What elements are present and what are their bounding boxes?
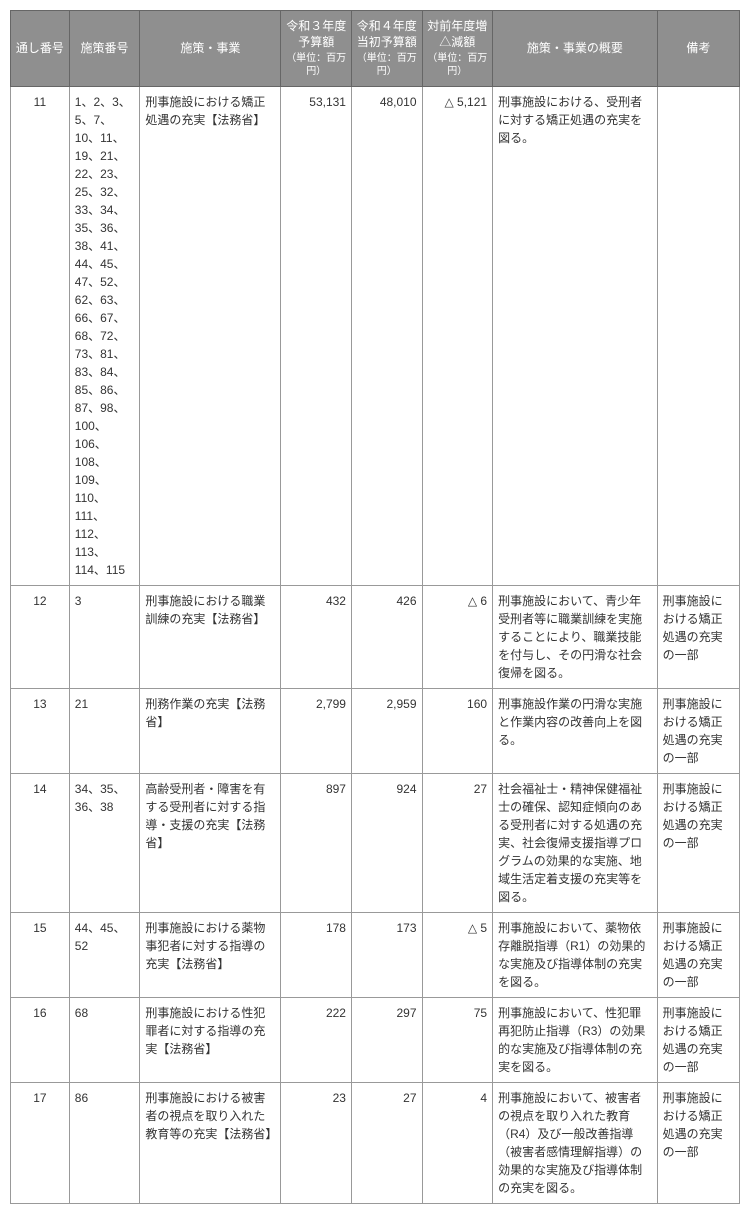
- cell-r4: 173: [351, 913, 422, 998]
- cell-diff: 75: [422, 998, 493, 1083]
- cell-policy: 34、35、36、38: [69, 774, 140, 913]
- table-row: 123刑事施設における職業訓練の充実【法務省】432426△ 6刑事施設において…: [11, 586, 740, 689]
- header-name: 施策・事業: [140, 11, 281, 87]
- cell-diff: 160: [422, 689, 493, 774]
- cell-note: 刑事施設における矯正処遇の充実の一部: [657, 1083, 739, 1204]
- cell-note: 刑事施設における矯正処遇の充実の一部: [657, 998, 739, 1083]
- cell-r3: 897: [281, 774, 352, 913]
- cell-name: 刑事施設における薬物事犯者に対する指導の充実【法務省】: [140, 913, 281, 998]
- table-row: 111、2、3、5、7、10、11、19、21、22、23、25、32、33、3…: [11, 87, 740, 586]
- cell-name: 刑事施設における被害者の視点を取り入れた教育等の充実【法務省】: [140, 1083, 281, 1204]
- header-diff: 対前年度増△減額 （単位：百万円）: [422, 11, 493, 87]
- cell-r3: 222: [281, 998, 352, 1083]
- cell-serial: 12: [11, 586, 70, 689]
- table-header: 通し番号 施策番号 施策・事業 令和３年度予算額 （単位：百万円） 令和４年度当…: [11, 11, 740, 87]
- table-row: 1668刑事施設における性犯罪者に対する指導の充実【法務省】22229775刑事…: [11, 998, 740, 1083]
- cell-policy: 1、2、3、5、7、10、11、19、21、22、23、25、32、33、34、…: [69, 87, 140, 586]
- cell-summary: 刑事施設において、被害者の視点を取り入れた教育（R4）及び一般改善指導（被害者感…: [493, 1083, 658, 1204]
- cell-policy: 3: [69, 586, 140, 689]
- cell-summary: 刑事施設作業の円滑な実施と作業内容の改善向上を図る。: [493, 689, 658, 774]
- cell-diff: △ 5,121: [422, 87, 493, 586]
- table-body: 111、2、3、5、7、10、11、19、21、22、23、25、32、33、3…: [11, 87, 740, 1204]
- table-row: 1434、35、36、38高齢受刑者・障害を有する受刑者に対する指導・支援の充実…: [11, 774, 740, 913]
- cell-serial: 14: [11, 774, 70, 913]
- header-r3-label: 令和３年度予算額: [286, 19, 346, 49]
- cell-summary: 刑事施設において、青少年受刑者等に職業訓練を実施することにより、職業技能を付与し…: [493, 586, 658, 689]
- header-serial: 通し番号: [11, 11, 70, 87]
- header-diff-unit: （単位：百万円）: [427, 52, 489, 78]
- cell-serial: 16: [11, 998, 70, 1083]
- cell-r3: 53,131: [281, 87, 352, 586]
- header-summary: 施策・事業の概要: [493, 11, 658, 87]
- cell-name: 刑事施設における職業訓練の充実【法務省】: [140, 586, 281, 689]
- header-diff-label: 対前年度増△減額: [427, 19, 487, 49]
- cell-summary: 刑事施設において、性犯罪再犯防止指導（R3）の効果的な実施及び指導体制の充実を図…: [493, 998, 658, 1083]
- budget-table: 通し番号 施策番号 施策・事業 令和３年度予算額 （単位：百万円） 令和４年度当…: [10, 10, 740, 1204]
- table-row: 1786刑事施設における被害者の視点を取り入れた教育等の充実【法務省】23274…: [11, 1083, 740, 1204]
- cell-serial: 13: [11, 689, 70, 774]
- cell-name: 刑事施設における性犯罪者に対する指導の充実【法務省】: [140, 998, 281, 1083]
- cell-summary: 社会福祉士・精神保健福祉士の確保、認知症傾向のある受刑者に対する処遇の充実、社会…: [493, 774, 658, 913]
- cell-diff: 27: [422, 774, 493, 913]
- table-row: 1321刑務作業の充実【法務省】2,7992,959160刑事施設作業の円滑な実…: [11, 689, 740, 774]
- cell-policy: 21: [69, 689, 140, 774]
- cell-name: 刑務作業の充実【法務省】: [140, 689, 281, 774]
- cell-summary: 刑事施設における、受刑者に対する矯正処遇の充実を図る。: [493, 87, 658, 586]
- cell-serial: 15: [11, 913, 70, 998]
- cell-note: 刑事施設における矯正処遇の充実の一部: [657, 774, 739, 913]
- cell-summary: 刑事施設において、薬物依存離脱指導（R1）の効果的な実施及び指導体制の充実を図る…: [493, 913, 658, 998]
- header-r3: 令和３年度予算額 （単位：百万円）: [281, 11, 352, 87]
- cell-diff: △ 6: [422, 586, 493, 689]
- cell-r4: 2,959: [351, 689, 422, 774]
- cell-diff: △ 5: [422, 913, 493, 998]
- cell-serial: 11: [11, 87, 70, 586]
- cell-policy: 86: [69, 1083, 140, 1204]
- cell-r4: 426: [351, 586, 422, 689]
- cell-note: 刑事施設における矯正処遇の充実の一部: [657, 689, 739, 774]
- cell-name: 刑事施設における矯正処遇の充実【法務省】: [140, 87, 281, 586]
- cell-policy: 68: [69, 998, 140, 1083]
- cell-note: 刑事施設における矯正処遇の充実の一部: [657, 586, 739, 689]
- header-r4: 令和４年度当初予算額 （単位：百万円）: [351, 11, 422, 87]
- table-row: 1544、45、52刑事施設における薬物事犯者に対する指導の充実【法務省】178…: [11, 913, 740, 998]
- cell-note: [657, 87, 739, 586]
- cell-name: 高齢受刑者・障害を有する受刑者に対する指導・支援の充実【法務省】: [140, 774, 281, 913]
- cell-r3: 2,799: [281, 689, 352, 774]
- header-r3-unit: （単位：百万円）: [285, 52, 347, 78]
- cell-r3: 432: [281, 586, 352, 689]
- cell-r4: 27: [351, 1083, 422, 1204]
- cell-serial: 17: [11, 1083, 70, 1204]
- cell-diff: 4: [422, 1083, 493, 1204]
- cell-policy: 44、45、52: [69, 913, 140, 998]
- cell-note: 刑事施設における矯正処遇の充実の一部: [657, 913, 739, 998]
- header-policy: 施策番号: [69, 11, 140, 87]
- cell-r4: 48,010: [351, 87, 422, 586]
- header-note: 備考: [657, 11, 739, 87]
- header-r4-unit: （単位：百万円）: [356, 52, 418, 78]
- header-r4-label: 令和４年度当初予算額: [357, 19, 417, 49]
- cell-r4: 924: [351, 774, 422, 913]
- cell-r3: 23: [281, 1083, 352, 1204]
- cell-r3: 178: [281, 913, 352, 998]
- cell-r4: 297: [351, 998, 422, 1083]
